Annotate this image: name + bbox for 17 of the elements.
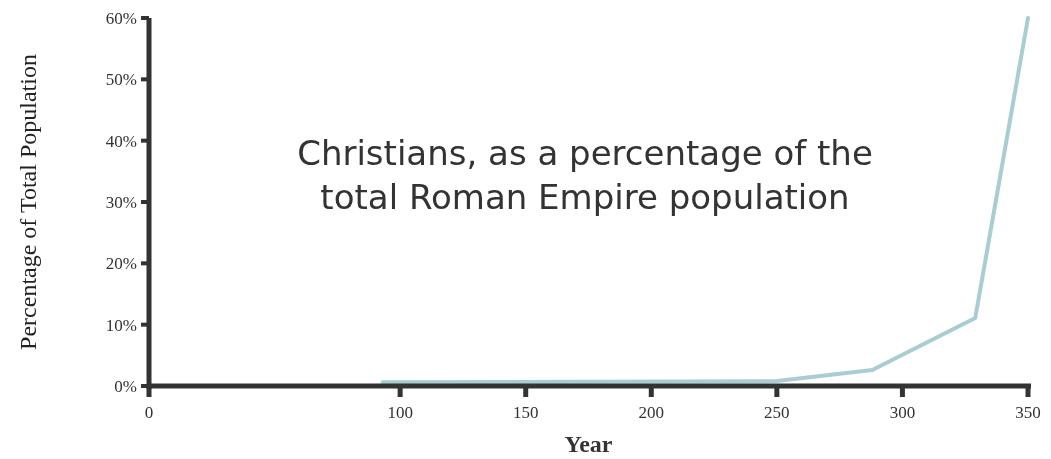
text: Christians, as a percentage of the total Roman Empire population [297, 133, 873, 217]
y-axis-title: Percentage of Total Population [15, 54, 41, 350]
x-tick-label: 200 [638, 403, 665, 422]
y-tick-label: 20% [105, 254, 137, 274]
y-tick-label: 60% [105, 9, 137, 28]
x-tick-label: 0 [144, 403, 154, 422]
y-tick-label: 40% [105, 131, 137, 151]
y-tick-label: 50% [105, 70, 137, 90]
x-tick-label: 150 [512, 403, 539, 422]
y-tick-label: 10% [105, 315, 137, 335]
x-tick-label: 300 [889, 403, 916, 422]
x-axis-title: Year [564, 431, 613, 457]
y-tick-label: 30% [105, 193, 137, 212]
x-tick-label: 250 [764, 403, 790, 422]
y-tick-label: 0% [114, 377, 137, 396]
x-tick-label: 100 [387, 403, 413, 422]
x-tick-label: 350 [1015, 403, 1041, 422]
